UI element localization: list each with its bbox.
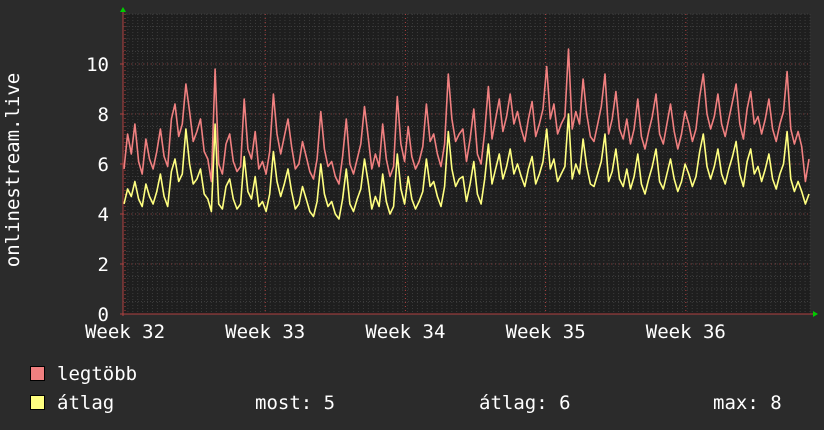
legend-item-avg: átlag xyxy=(30,392,114,414)
legend-item-max: legtöbb xyxy=(30,363,137,385)
x-axis-arrow xyxy=(813,311,818,317)
y-axis-title-wrap: onlinestream.live xyxy=(2,60,24,280)
y-tick-label: 8 xyxy=(98,104,109,126)
legend-swatch-max xyxy=(30,366,45,381)
legend-label-max: legtöbb xyxy=(57,363,138,385)
y-tick-label: 10 xyxy=(86,54,109,76)
series-max-line xyxy=(123,48,810,185)
y-axis-title: onlinestream.live xyxy=(2,72,24,268)
x-tick-label: Week 35 xyxy=(506,321,586,343)
stat-avg: átlag: 6 xyxy=(479,392,571,414)
series-avg-line xyxy=(123,113,810,220)
y-tick-label: 0 xyxy=(98,304,109,326)
stat-max: max: 8 xyxy=(713,392,782,414)
legend-label-avg: átlag xyxy=(57,392,115,414)
y-tick-label: 2 xyxy=(98,254,109,276)
y-tick-label: 4 xyxy=(98,204,109,226)
x-tick-label: Week 33 xyxy=(225,321,305,343)
y-axis-arrow xyxy=(120,7,126,12)
legend-swatch-avg xyxy=(30,395,45,410)
x-tick-label: Week 32 xyxy=(85,321,165,343)
x-tick-label: Week 34 xyxy=(365,321,445,343)
stat-now: most: 5 xyxy=(255,392,336,414)
y-tick-label: 6 xyxy=(98,154,109,176)
x-tick-label: Week 36 xyxy=(646,321,726,343)
